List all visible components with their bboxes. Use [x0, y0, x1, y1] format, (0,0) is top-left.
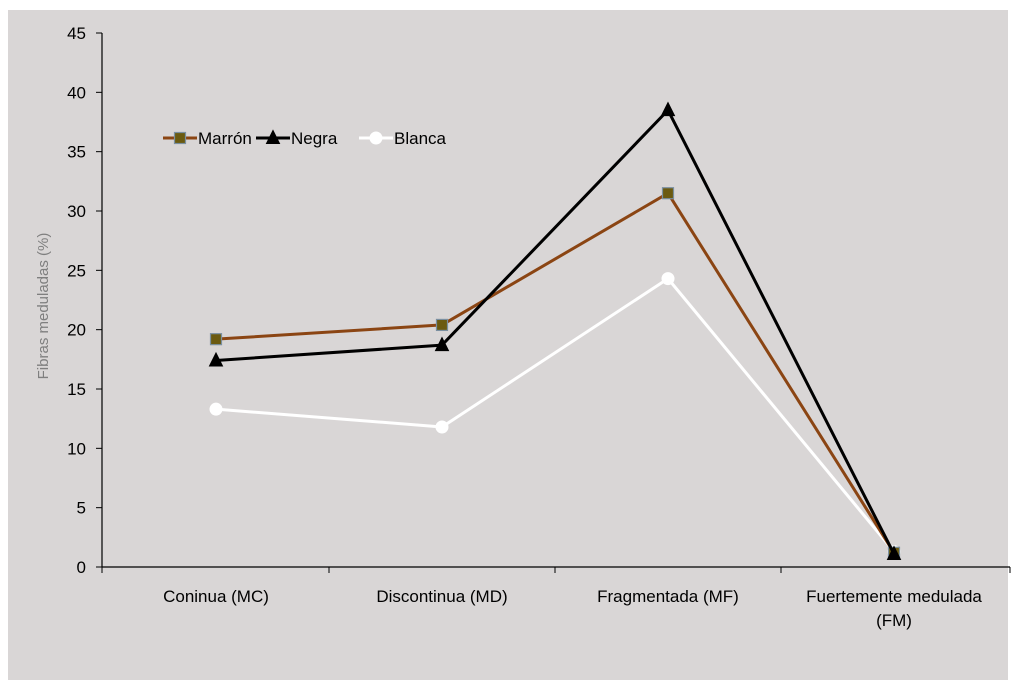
legend-entry: Marrón: [163, 129, 252, 148]
series-line: [215, 191, 896, 554]
data-point: [209, 333, 223, 346]
y-tick-label: 40: [67, 83, 86, 102]
data-point: [886, 545, 902, 560]
y-tick-label: 10: [67, 439, 86, 458]
data-point: [661, 187, 675, 200]
legend-label: Negra: [291, 129, 338, 148]
legend-swatch-marker: [265, 129, 281, 144]
series-line: [215, 108, 896, 555]
y-tick-label: 30: [67, 202, 86, 221]
plot-area: [8, 10, 1008, 680]
y-tick-label: 25: [67, 261, 86, 280]
y-tick-label: 20: [67, 321, 86, 340]
data-point: [209, 402, 223, 416]
x-tick-label: Coninua (MC): [163, 587, 269, 606]
x-tick-label: Fuertemente medulada (FM): [806, 587, 982, 630]
y-axis-label: Fibras meduladas (%): [35, 233, 52, 380]
y-tick-label: 15: [67, 380, 86, 399]
legend-label: Blanca: [394, 129, 447, 148]
series-negra: [208, 101, 902, 560]
y-tick-label: 45: [67, 24, 86, 43]
data-point: [660, 101, 676, 117]
series-line: [215, 277, 896, 553]
data-point: [435, 318, 449, 332]
legend-swatch-marker: [173, 131, 187, 145]
data-point: [435, 420, 449, 434]
x-tick-label: Discontinua (MD): [376, 587, 507, 606]
data-point: [208, 351, 224, 367]
y-tick-label: 35: [67, 143, 86, 162]
y-tick-label: 0: [77, 558, 86, 577]
data-point: [434, 336, 450, 352]
legend-label: Marrón: [198, 129, 252, 148]
y-tick-label: 5: [77, 499, 86, 518]
legend-swatch-marker: [369, 131, 383, 145]
data-point: [661, 272, 675, 286]
legend-entry: Negra: [256, 129, 338, 148]
x-tick-label: Fragmentada (MF): [597, 587, 739, 606]
legend: Marrón Negra Blanca: [163, 129, 447, 148]
axes: 0 5 10 15 20 25 30 35 40 45 Coninua (MC) Discontinu…: [67, 24, 1011, 630]
series-layer: [208, 101, 902, 560]
legend-entry: Blanca: [359, 129, 447, 148]
